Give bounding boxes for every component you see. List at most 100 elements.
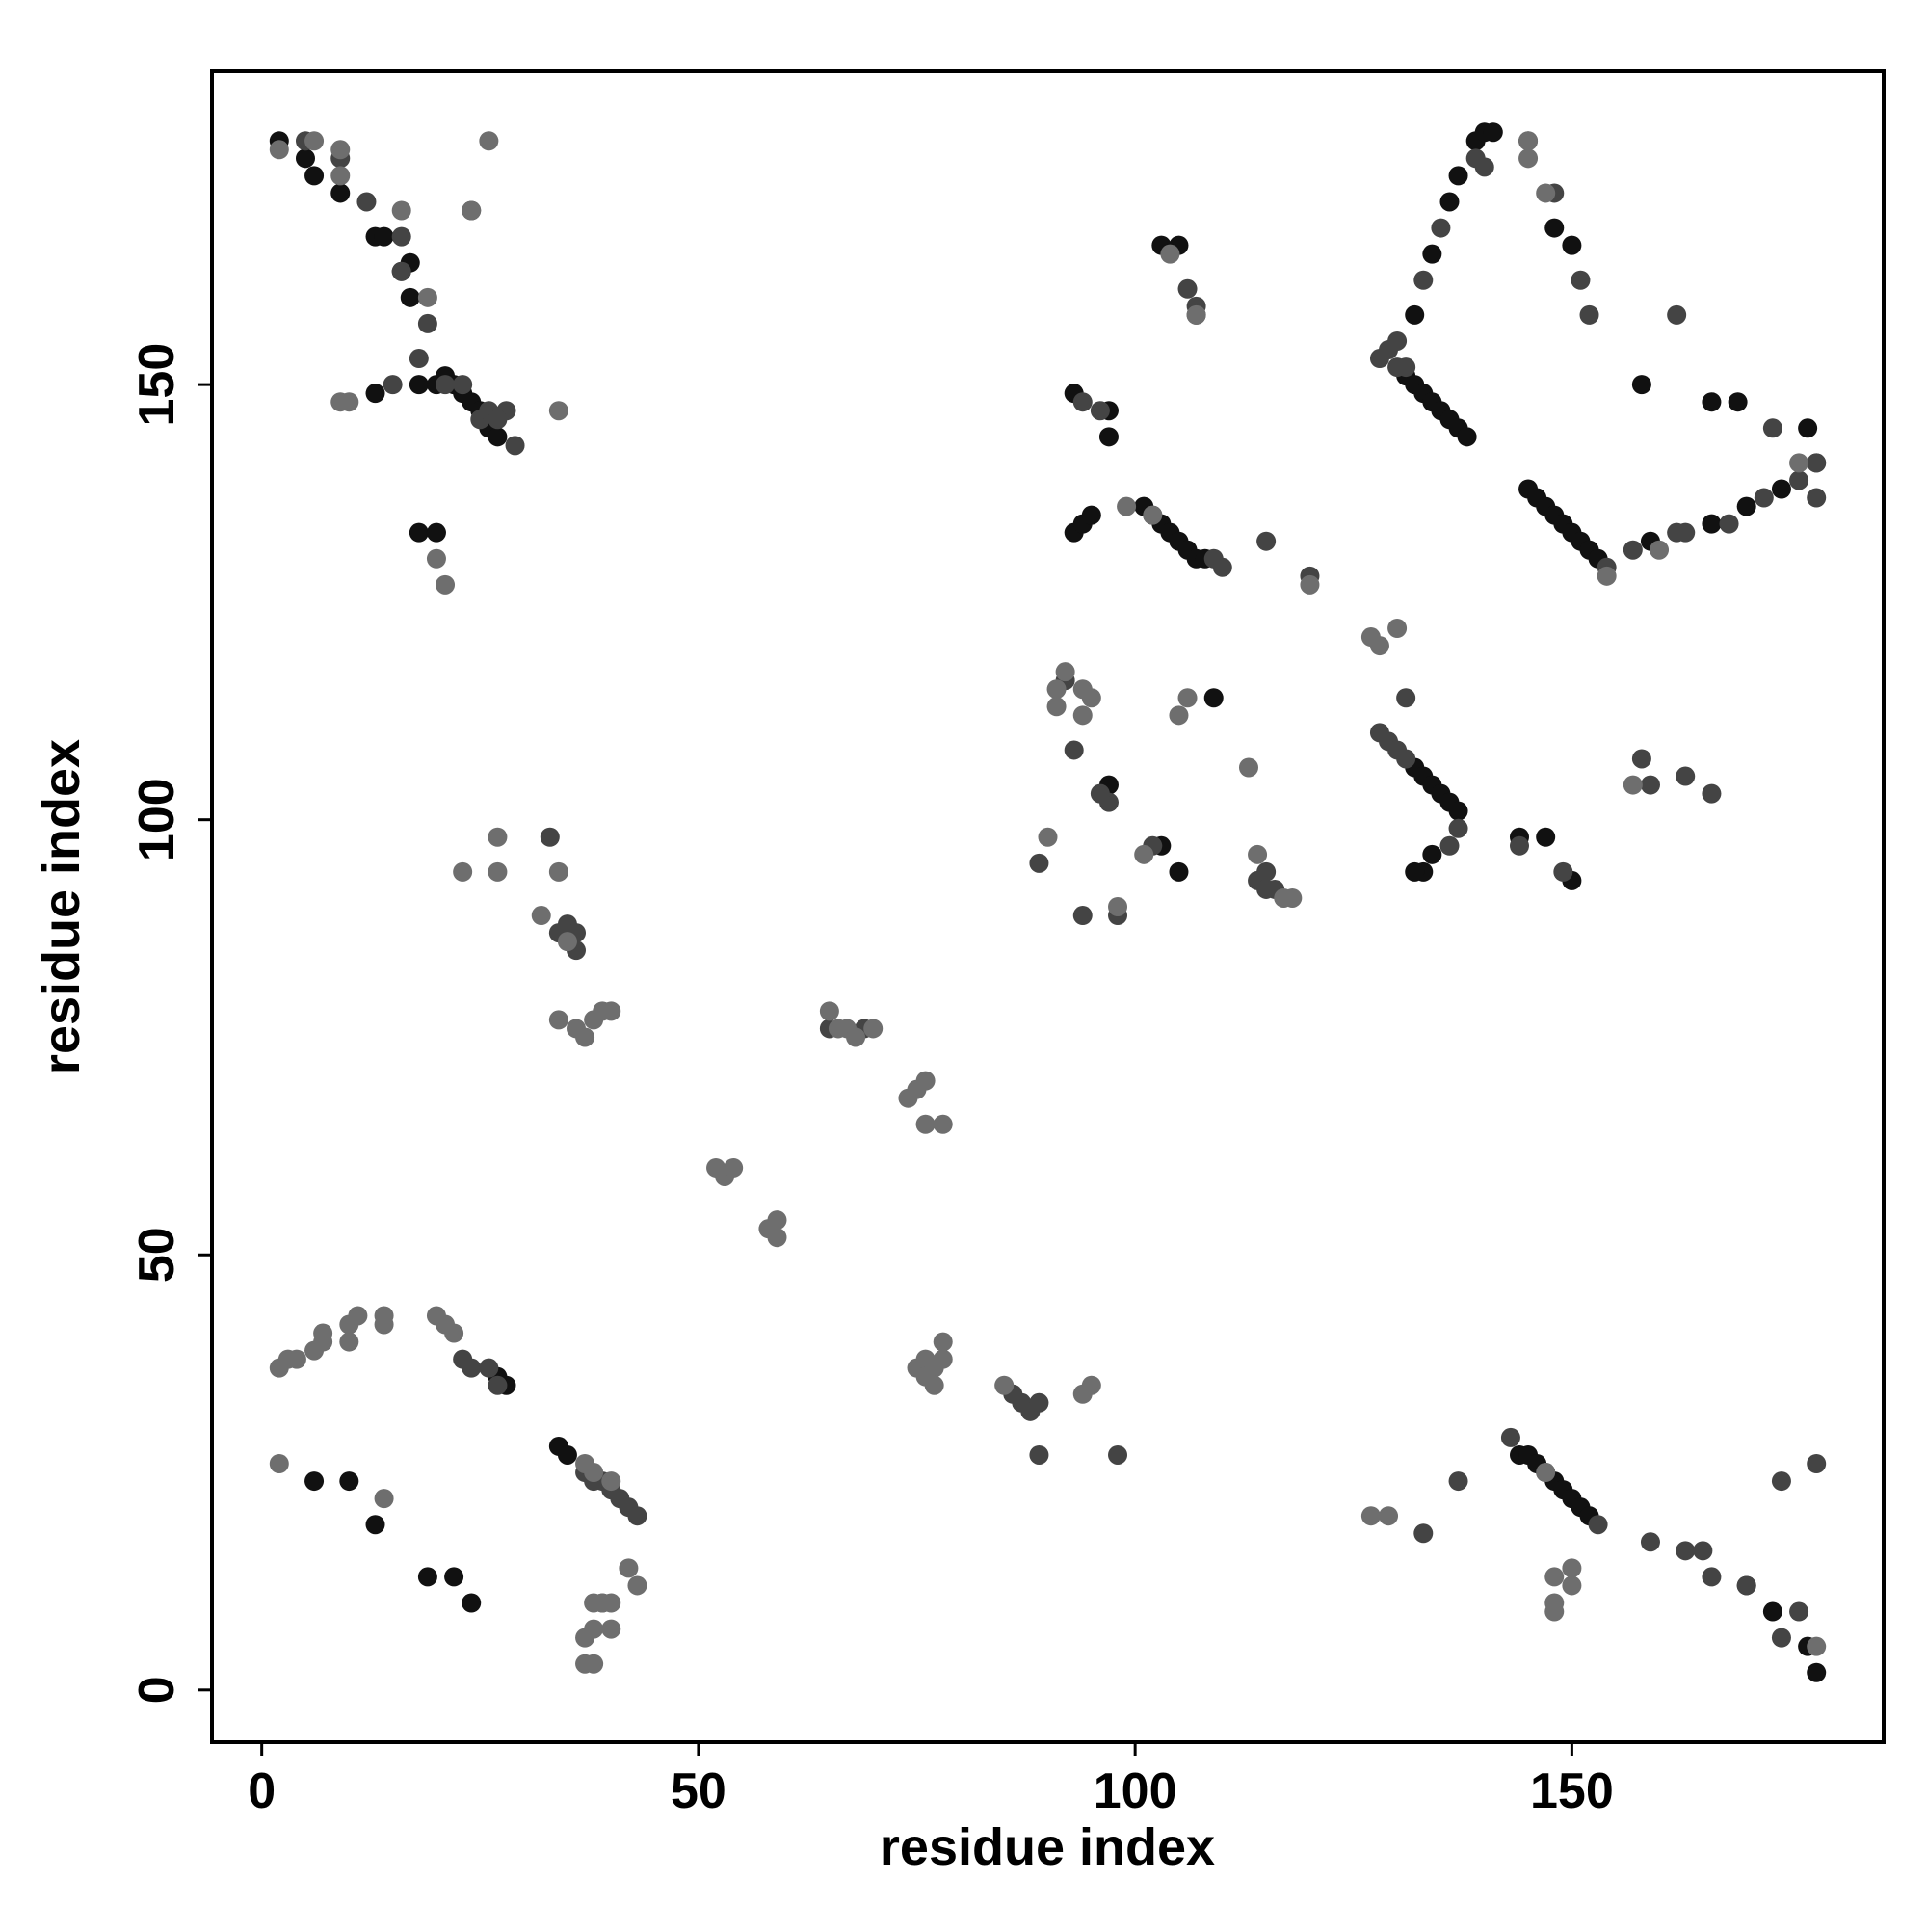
point xyxy=(1807,488,1827,508)
point xyxy=(1518,148,1539,169)
point xyxy=(1117,496,1137,516)
point xyxy=(1177,688,1198,708)
point xyxy=(1108,1444,1128,1465)
point xyxy=(1203,688,1224,708)
point xyxy=(391,226,411,247)
point xyxy=(479,1358,499,1378)
point xyxy=(863,1019,884,1039)
point xyxy=(409,349,429,369)
point xyxy=(462,1593,482,1613)
point xyxy=(1553,861,1573,882)
point xyxy=(409,375,429,395)
point xyxy=(339,1332,359,1352)
point xyxy=(1396,357,1416,378)
point xyxy=(1405,861,1425,882)
point xyxy=(1623,775,1643,795)
point xyxy=(1536,827,1556,847)
point xyxy=(1029,853,1049,873)
x-tick-label: 100 xyxy=(1094,1763,1177,1819)
point xyxy=(1108,897,1128,916)
point xyxy=(994,1375,1015,1395)
point xyxy=(295,148,315,169)
point xyxy=(1186,304,1206,325)
point xyxy=(1038,827,1058,847)
point xyxy=(1736,496,1756,516)
y-axis-title: residue index xyxy=(33,739,91,1074)
point xyxy=(1536,183,1556,203)
point xyxy=(453,375,473,395)
point xyxy=(1256,861,1277,882)
point xyxy=(1212,557,1232,577)
point xyxy=(1177,278,1198,299)
point xyxy=(1483,122,1503,143)
point xyxy=(453,861,473,882)
point xyxy=(269,140,289,160)
point xyxy=(1588,1515,1608,1535)
point xyxy=(1536,1463,1556,1483)
point xyxy=(1702,514,1722,534)
point xyxy=(417,1567,437,1587)
point xyxy=(767,1210,787,1231)
point xyxy=(1719,514,1739,534)
point xyxy=(436,375,456,395)
point xyxy=(365,384,385,404)
point xyxy=(601,1471,621,1492)
point xyxy=(488,427,508,447)
point xyxy=(356,192,377,212)
point xyxy=(933,1114,953,1134)
point xyxy=(1544,1567,1565,1587)
point xyxy=(915,1366,936,1387)
y-tick-label: 50 xyxy=(129,1227,185,1283)
point xyxy=(462,1358,482,1378)
point xyxy=(1098,427,1119,447)
point xyxy=(304,1471,325,1492)
point xyxy=(1562,1558,1582,1578)
point xyxy=(1300,574,1320,595)
point xyxy=(1439,835,1460,856)
point xyxy=(1360,1506,1381,1526)
point xyxy=(1631,375,1651,395)
point xyxy=(1169,705,1189,726)
point xyxy=(330,166,351,186)
point xyxy=(601,1001,621,1021)
point xyxy=(1702,1567,1722,1587)
point xyxy=(1431,218,1451,238)
point xyxy=(1169,861,1189,882)
point xyxy=(1676,522,1696,543)
point xyxy=(1160,244,1180,264)
point xyxy=(1807,1454,1827,1473)
point xyxy=(557,932,577,952)
point xyxy=(933,1332,953,1352)
point xyxy=(269,1454,289,1473)
point xyxy=(915,1114,936,1134)
point xyxy=(540,827,560,847)
point xyxy=(1500,1427,1520,1447)
point xyxy=(933,1349,953,1369)
point xyxy=(374,1306,394,1326)
point xyxy=(1072,705,1093,726)
point xyxy=(1046,679,1067,700)
point xyxy=(1081,1375,1101,1395)
point xyxy=(1579,304,1599,325)
point xyxy=(1789,453,1809,473)
point xyxy=(417,287,437,307)
point xyxy=(531,906,551,926)
point xyxy=(1798,418,1818,438)
point xyxy=(1387,331,1408,351)
point xyxy=(1544,1601,1565,1622)
point xyxy=(479,131,499,151)
point xyxy=(304,131,325,151)
point xyxy=(339,1471,359,1492)
y-tick-label: 0 xyxy=(129,1676,185,1704)
point xyxy=(1256,531,1277,551)
y-tick-label: 150 xyxy=(129,343,185,427)
point xyxy=(1771,479,1791,499)
point xyxy=(1248,844,1268,864)
point xyxy=(601,1619,621,1639)
point xyxy=(1736,1575,1756,1596)
point xyxy=(436,574,456,595)
point xyxy=(1571,270,1591,290)
point xyxy=(374,1489,394,1509)
point xyxy=(1413,1523,1434,1544)
